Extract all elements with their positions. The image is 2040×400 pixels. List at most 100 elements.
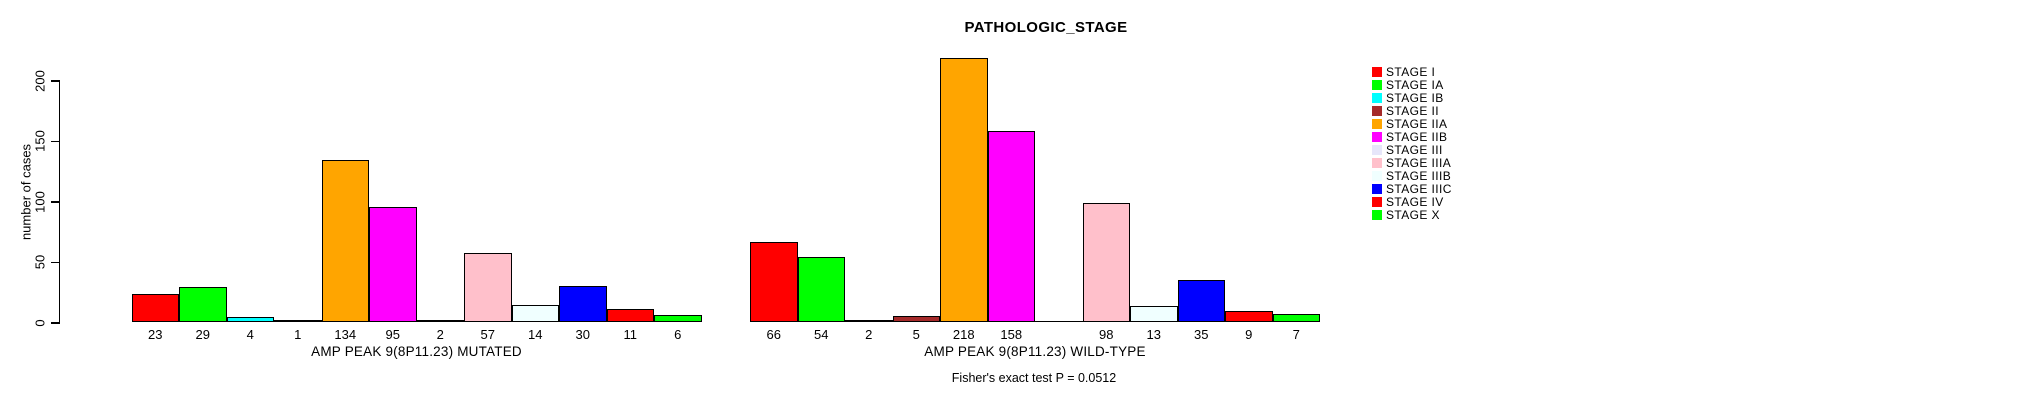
y-tick	[50, 201, 59, 203]
legend-label: STAGE IIA	[1386, 117, 1448, 131]
bar	[416, 319, 464, 322]
bar	[987, 130, 1035, 322]
legend-item: STAGE IB	[1372, 91, 1444, 105]
y-axis-title: number of cases	[18, 143, 34, 241]
bar	[1272, 313, 1320, 322]
group-axis-label: AMP PEAK 9(8P11.23) MUTATED	[311, 344, 522, 359]
bar	[179, 286, 227, 322]
y-tick	[50, 140, 59, 142]
y-tick-label: 0	[32, 319, 48, 327]
legend-swatch	[1372, 210, 1382, 220]
legend-item: STAGE IIIC	[1372, 182, 1452, 196]
y-tick	[50, 80, 59, 82]
legend-label: STAGE IIB	[1386, 130, 1448, 144]
zero-height-bar	[1035, 320, 1083, 322]
legend-swatch	[1372, 158, 1382, 168]
bar-count-label: 5	[912, 327, 920, 342]
legend-label: STAGE III	[1386, 143, 1443, 157]
bar	[131, 294, 179, 322]
legend-swatch	[1372, 132, 1382, 142]
legend-item: STAGE X	[1372, 208, 1440, 222]
group-axis-label: AMP PEAK 9(8P11.23) WILD-TYPE	[924, 344, 1146, 359]
bar	[1225, 311, 1273, 322]
bar-count-label: 2	[436, 327, 444, 342]
y-tick-label: 150	[32, 130, 48, 153]
chart-title: PATHOLOGIC_STAGE	[964, 19, 1128, 36]
bar-count-label: 13	[1146, 327, 1161, 342]
y-axis-line	[58, 80, 60, 324]
y-tick	[50, 322, 59, 324]
bar	[464, 253, 512, 322]
y-tick-label: 100	[32, 190, 48, 213]
legend-label: STAGE I	[1386, 65, 1436, 79]
bar	[511, 305, 559, 322]
bar-count-label: 66	[766, 327, 781, 342]
bar-count-label: 2	[865, 327, 873, 342]
bar-count-label: 7	[1292, 327, 1300, 342]
bar	[226, 317, 274, 322]
bar	[797, 256, 845, 322]
bar	[1082, 203, 1130, 322]
bar	[559, 285, 607, 322]
bar-count-label: 95	[385, 327, 400, 342]
legend-swatch	[1372, 80, 1382, 90]
bar-count-label: 9	[1245, 327, 1253, 342]
legend-swatch	[1372, 119, 1382, 129]
legend-item: STAGE I	[1372, 65, 1436, 79]
bar	[321, 159, 369, 322]
bar-count-label: 54	[814, 327, 829, 342]
bar	[274, 320, 322, 322]
legend-swatch	[1372, 184, 1382, 194]
legend-label: STAGE IIIC	[1386, 182, 1452, 196]
legend-item: STAGE IIIA	[1372, 156, 1452, 170]
bar-count-label: 1	[294, 327, 302, 342]
y-tick-label: 200	[32, 69, 48, 92]
bar	[369, 207, 417, 322]
legend-swatch	[1372, 197, 1382, 207]
bar-count-label: 29	[195, 327, 210, 342]
bar	[750, 242, 798, 322]
bar-count-label: 23	[148, 327, 163, 342]
legend-label: STAGE IB	[1386, 91, 1444, 105]
legend-label: STAGE X	[1386, 208, 1440, 222]
bar-count-label: 158	[1000, 327, 1023, 342]
legend-label: STAGE IIIA	[1386, 156, 1452, 170]
bar-count-label: 6	[674, 327, 682, 342]
legend-label: STAGE II	[1386, 104, 1439, 118]
legend-item: STAGE III	[1372, 143, 1443, 157]
legend-item: STAGE IIA	[1372, 117, 1448, 131]
legend-label: STAGE IV	[1386, 195, 1444, 209]
fisher-test-annotation: Fisher's exact test P = 0.0512	[951, 371, 1117, 385]
legend-item: STAGE IIB	[1372, 130, 1448, 144]
bar-count-label: 14	[528, 327, 543, 342]
y-tick	[50, 261, 59, 263]
bar	[1177, 279, 1225, 322]
legend-swatch	[1372, 106, 1382, 116]
y-tick-label: 50	[32, 255, 48, 270]
legend-swatch	[1372, 171, 1382, 181]
legend-label: STAGE IA	[1386, 78, 1444, 92]
bar	[606, 308, 654, 322]
bar	[1130, 306, 1178, 322]
bar-count-label: 134	[334, 327, 357, 342]
legend-label: STAGE IIIB	[1386, 169, 1452, 183]
legend-swatch	[1372, 67, 1382, 77]
bar-count-label: 4	[246, 327, 254, 342]
legend-item: STAGE II	[1372, 104, 1439, 118]
legend-item: STAGE IIIB	[1372, 169, 1452, 183]
bar	[892, 315, 940, 322]
legend-item: STAGE IA	[1372, 78, 1444, 92]
bar-count-label: 98	[1099, 327, 1114, 342]
bar-count-label: 30	[575, 327, 590, 342]
bar-count-label: 218	[952, 327, 975, 342]
bar	[654, 314, 702, 322]
bar	[940, 58, 988, 322]
bar-count-label: 35	[1194, 327, 1209, 342]
bar-count-label: 57	[480, 327, 495, 342]
bar	[845, 319, 893, 322]
legend-item: STAGE IV	[1372, 195, 1444, 209]
legend-swatch	[1372, 145, 1382, 155]
bar-count-label: 11	[623, 327, 638, 342]
legend-swatch	[1372, 93, 1382, 103]
